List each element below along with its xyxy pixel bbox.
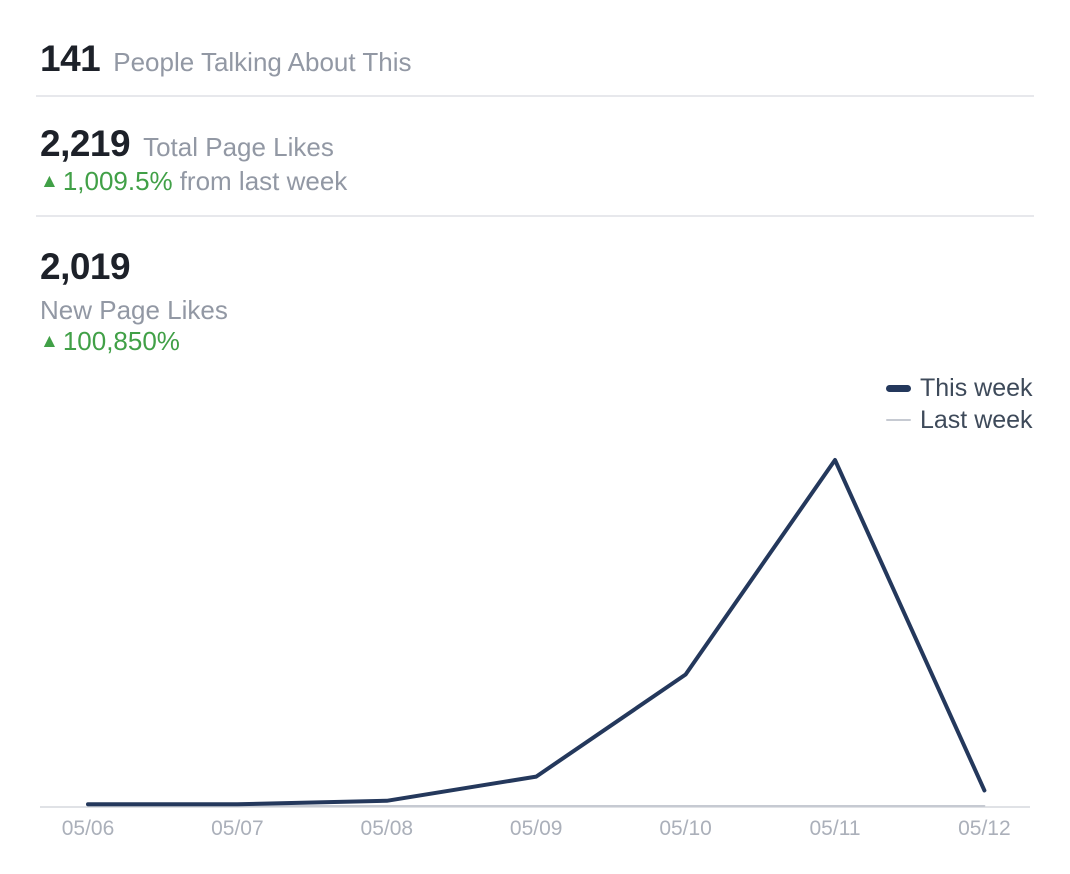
stat-label-total-likes: Total Page Likes (143, 132, 334, 162)
total-likes-delta: ▲ 1,009.5% from last week (40, 166, 347, 197)
x-tick-label: 05/06 (61, 817, 115, 840)
x-tick-label: 05/07 (211, 817, 264, 840)
legend-label-last-week: Last week (920, 405, 1033, 434)
stat-label-new-likes: New Page Likes (40, 295, 228, 325)
divider (36, 215, 1034, 217)
legend-item-this-week: This week (886, 373, 1033, 402)
x-axis-tick-labels: 05/06 05/07 05/08 05/09 05/10 05/11 05/12 (0, 817, 1070, 843)
stat-value-new-likes: 2,019 (40, 246, 131, 287)
delta-percent: 1,009.5% (62, 166, 173, 196)
x-tick-label: 05/11 (809, 817, 861, 840)
stat-new-page-likes-label-row: New Page Likes (40, 295, 228, 326)
legend-item-last-week: Last week (886, 405, 1033, 434)
stat-value-total-likes: 2,219 (40, 123, 131, 164)
stat-label-talking-about: People Talking About This (113, 47, 412, 77)
legend-line-swatch-this-week (886, 384, 911, 392)
delta-percent: 100,850% (62, 326, 180, 356)
x-tick-label: 05/10 (659, 817, 712, 840)
x-tick-label: 05/12 (958, 817, 1011, 840)
chart-line-this-week (86, 458, 987, 807)
delta-suffix: from last week (179, 166, 348, 196)
increase-arrow-icon: ▲ (40, 331, 59, 352)
x-tick-label: 05/09 (509, 817, 563, 840)
legend-line-swatch-last-week (886, 419, 911, 421)
divider (36, 95, 1034, 97)
x-tick-label: 05/08 (360, 817, 414, 840)
chart-legend: This week Last week (886, 373, 1033, 434)
new-likes-delta: ▲ 100,850% (40, 326, 180, 357)
legend-label-this-week: This week (920, 373, 1033, 402)
stat-people-talking: 141 People Talking About This (40, 38, 412, 80)
stat-value-talking-about: 141 (40, 38, 101, 79)
stat-total-page-likes: 2,219 Total Page Likes (40, 123, 334, 165)
increase-arrow-icon: ▲ (40, 171, 59, 192)
stat-new-page-likes: 2,019 (40, 246, 131, 288)
